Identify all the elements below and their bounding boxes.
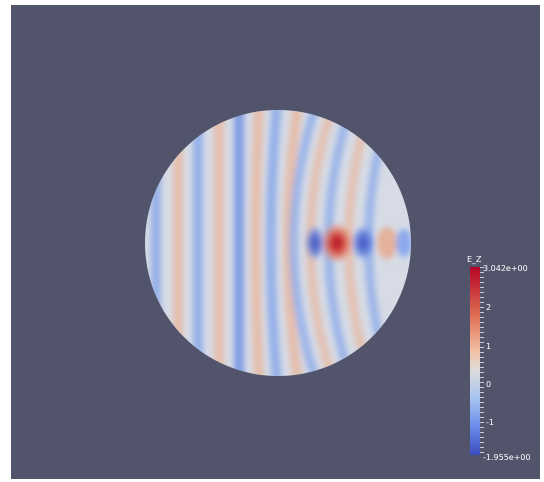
colorbar-tick-label: 1	[486, 342, 492, 351]
colorbar-tick-label: 0	[486, 380, 492, 389]
colorbar-min-label: -1.955e+00	[483, 453, 531, 462]
colorbar-title: E_Z	[467, 255, 482, 264]
wave-band	[289, 110, 321, 376]
render-viewport[interactable]: E_Z 3.042e+00 2 1 0 -1 -1.955e+00	[11, 5, 540, 479]
colorbar-gradient	[470, 267, 480, 455]
wave-band	[250, 110, 264, 376]
field-disk	[145, 110, 411, 376]
warm-spot-right	[377, 227, 397, 259]
hot-spot	[321, 223, 353, 263]
cold-spot-right	[351, 225, 375, 261]
cold-spot-far-right	[396, 229, 411, 257]
colorbar-ticks	[480, 267, 484, 455]
colorbar-tick-label: -1	[486, 418, 494, 427]
wave-band	[283, 110, 303, 376]
colorbar-max-label: 3.042e+00	[483, 264, 528, 273]
cold-spot-left	[305, 225, 325, 261]
colorbar-tick-label: 2	[486, 303, 492, 312]
field-plot	[145, 110, 411, 376]
color-legend: E_Z 3.042e+00 2 1 0 -1 -1.955e+00	[467, 255, 537, 473]
wave-band	[265, 110, 282, 376]
